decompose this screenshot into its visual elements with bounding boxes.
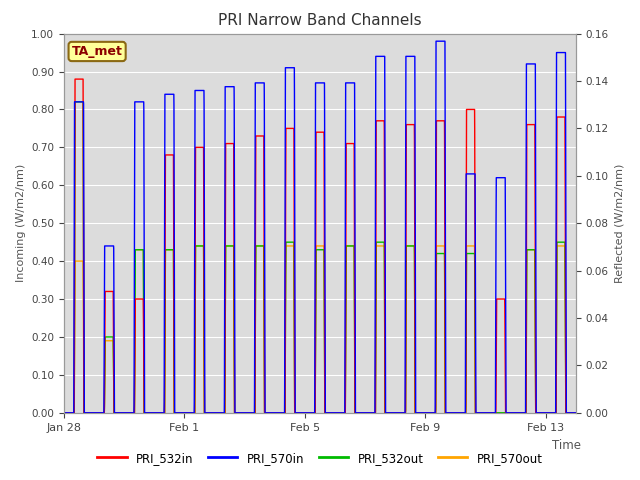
Title: PRI Narrow Band Channels: PRI Narrow Band Channels [218,13,422,28]
PRI_570out [60,410,68,416]
Line: PRI_570out: PRI_570out [64,246,576,413]
PRI_532in [250,410,258,416]
PRI_570out [572,410,580,416]
PRI_570out [265,410,273,416]
PRI_570out [192,243,200,249]
PRI_570in [432,38,440,44]
PRI_532in [60,410,68,416]
PRI_570in [60,410,68,416]
PRI_570in [310,410,317,416]
PRI_532out [265,410,273,416]
PRI_532out [572,410,580,416]
PRI_570out [310,410,318,416]
PRI_570out [498,410,506,416]
PRI_570out [354,410,362,416]
PRI_570in [250,410,257,416]
PRI_532in [572,410,580,416]
PRI_532in [71,76,79,82]
X-axis label: Time: Time [552,439,581,452]
PRI_532out [354,410,362,416]
Line: PRI_570in: PRI_570in [64,41,576,413]
PRI_570out [316,243,324,249]
Text: TA_met: TA_met [72,45,122,58]
PRI_532out [60,410,68,416]
PRI_532in [354,410,362,416]
PRI_532in [316,129,324,135]
PRI_570in [265,410,273,416]
PRI_570in [498,175,506,180]
Y-axis label: Incoming (W/m2/nm): Incoming (W/m2/nm) [16,164,26,282]
PRI_532out [310,410,318,416]
PRI_532in [310,410,318,416]
PRI_532in [265,410,273,416]
Legend: PRI_532in, PRI_570in, PRI_532out, PRI_570out: PRI_532in, PRI_570in, PRI_532out, PRI_57… [93,447,547,469]
Line: PRI_532in: PRI_532in [64,79,576,413]
PRI_532in [498,296,506,302]
PRI_570out [250,410,258,416]
PRI_532out [71,99,79,105]
PRI_532out [250,410,258,416]
PRI_570in [354,410,362,416]
Line: PRI_532out: PRI_532out [64,102,576,413]
PRI_532out [498,410,506,416]
PRI_570in [572,410,580,416]
Y-axis label: Reflected (W/m2/nm): Reflected (W/m2/nm) [614,164,625,283]
PRI_532out [316,247,324,252]
PRI_570in [316,80,323,86]
